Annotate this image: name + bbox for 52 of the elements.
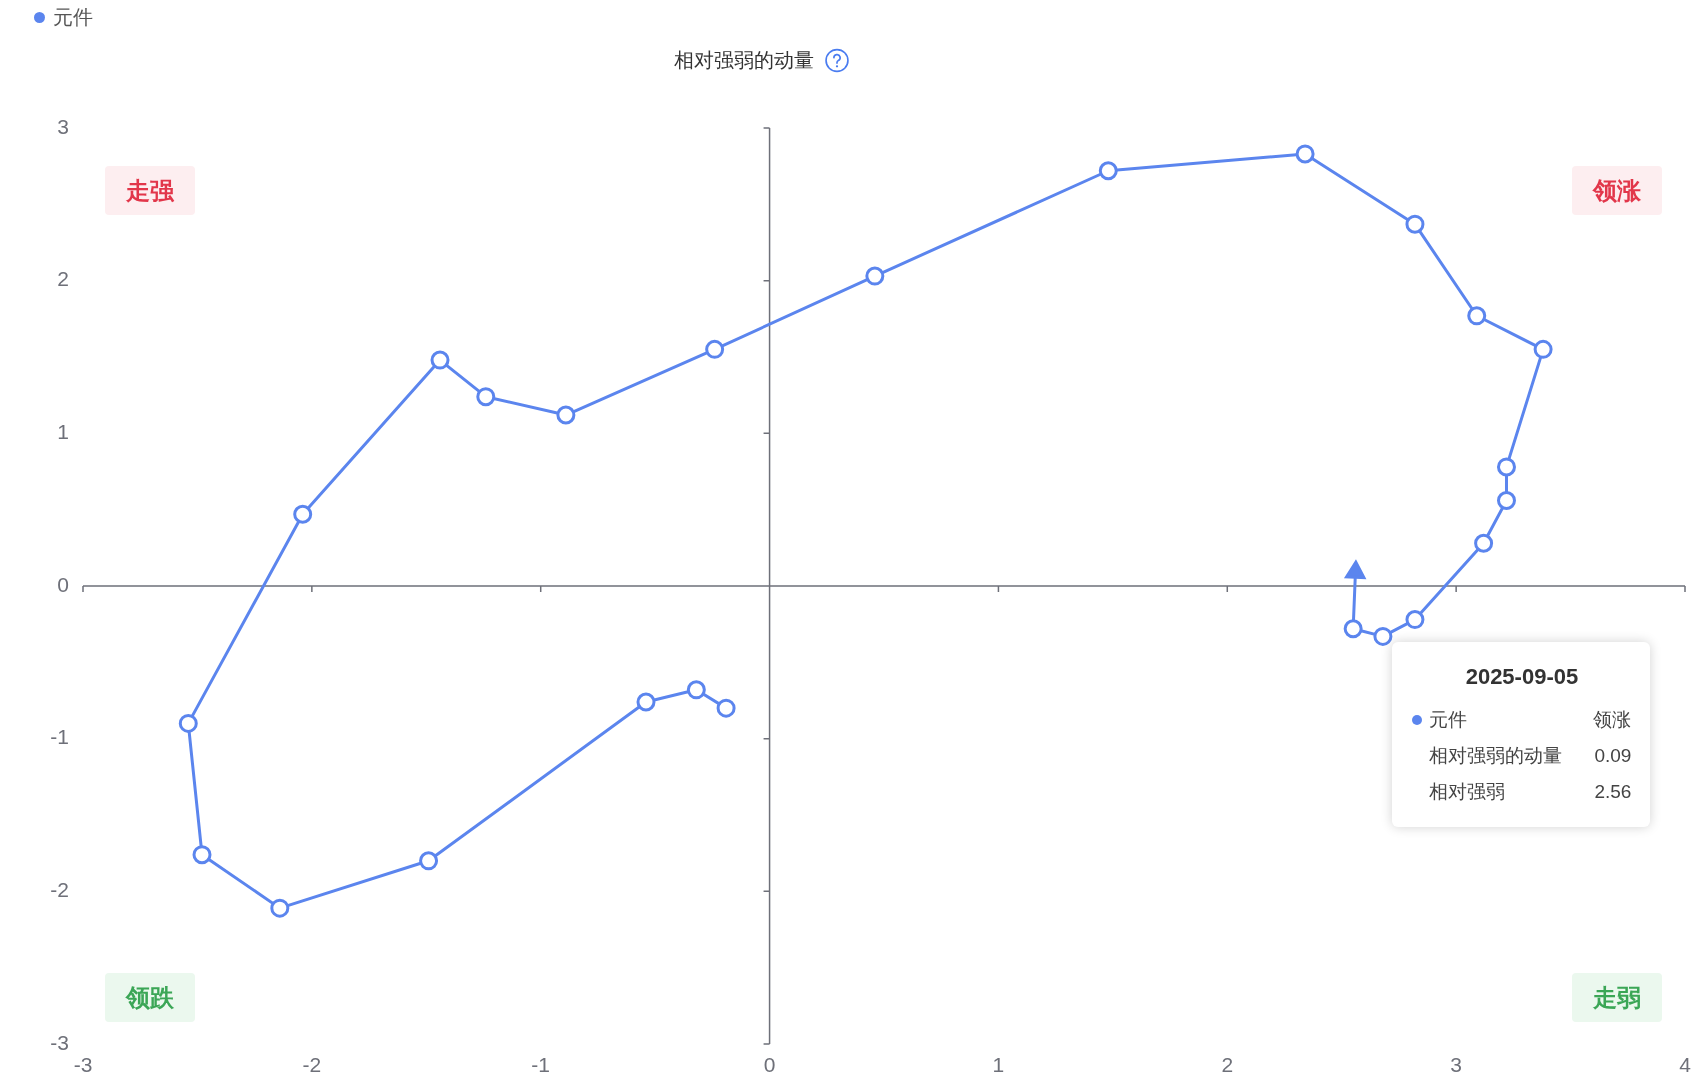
y-tick-label: -2 (50, 878, 69, 902)
y-tick-label: -3 (50, 1030, 69, 1054)
x-tick-label: 0 (763, 1053, 776, 1077)
point (1474, 533, 1494, 553)
point (1496, 457, 1516, 477)
annotation: 领跌 (105, 973, 195, 1022)
point (430, 350, 450, 370)
point (1467, 306, 1487, 326)
y-tick-label: 1 (57, 420, 69, 444)
annotation: 2.56 (1594, 781, 1632, 804)
y-tick-label: 2 (57, 267, 69, 291)
x-tick-label: -3 (73, 1053, 93, 1077)
point (705, 339, 725, 359)
point (1373, 626, 1393, 646)
point (1405, 610, 1425, 630)
point (686, 680, 706, 700)
y-tick-label: -1 (50, 725, 69, 749)
annotation: 领涨 (1572, 166, 1662, 215)
x-tick-label: -2 (302, 1053, 322, 1077)
point (636, 692, 656, 712)
point (419, 851, 439, 871)
point (556, 405, 576, 425)
annotation: 相对强弱 (1429, 780, 1506, 805)
y-tick-label: 0 (57, 572, 69, 596)
point (293, 504, 313, 524)
point (865, 266, 885, 286)
annotation: 领涨 (1593, 708, 1632, 733)
point (716, 698, 736, 718)
point (192, 845, 212, 865)
annotation: 相对强弱的动量 (1429, 744, 1563, 769)
point (1343, 619, 1363, 639)
y-tick-label: 3 (57, 114, 69, 138)
y-axis-title: 相对强弱的动量 (674, 48, 815, 73)
annotation: 走强 (105, 166, 195, 215)
annotation: 2025-09-05 (1465, 664, 1579, 690)
point (1295, 144, 1315, 164)
x-tick-label: 3 (1450, 1053, 1462, 1077)
point (270, 898, 290, 918)
point (178, 713, 198, 733)
x-tick-label: -1 (531, 1053, 551, 1077)
point (476, 387, 496, 407)
annotation: 0.09 (1594, 745, 1632, 768)
annotation: 元件 (1429, 708, 1468, 733)
x-tick-label: 4 (1679, 1053, 1692, 1077)
point (1496, 491, 1516, 511)
point (1098, 161, 1118, 181)
point (1405, 214, 1425, 234)
legend-label: 元件 (53, 5, 93, 30)
x-tick-label: 2 (1221, 1053, 1234, 1077)
point (1533, 339, 1553, 359)
x-tick-label: 1 (992, 1053, 1005, 1077)
annotation: 走弱 (1572, 973, 1662, 1022)
